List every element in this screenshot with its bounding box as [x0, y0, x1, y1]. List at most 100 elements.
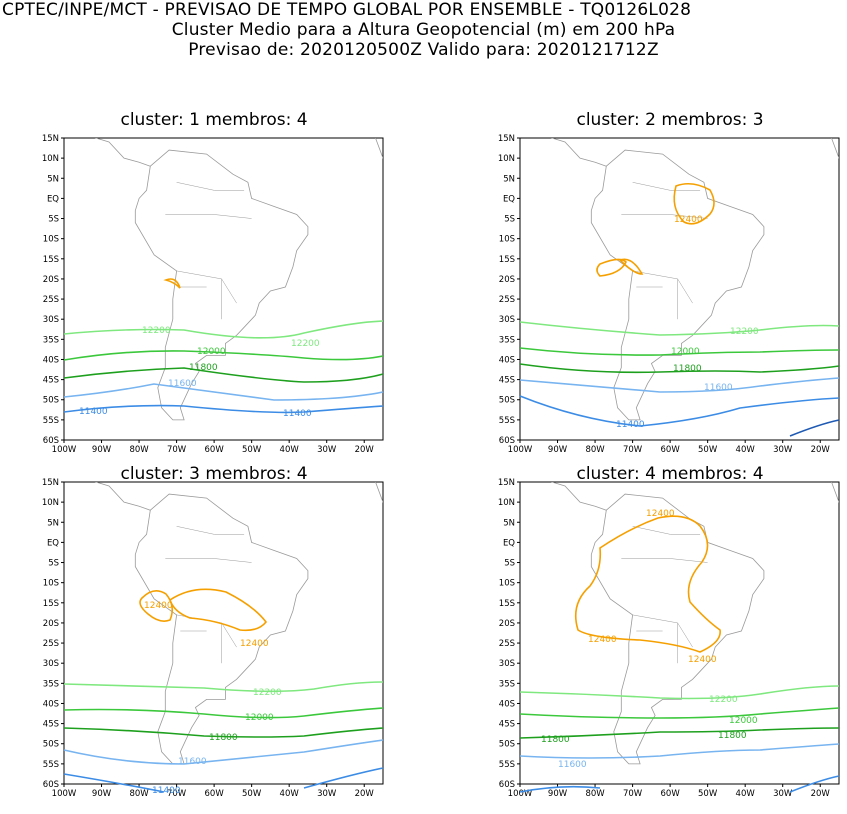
coastline — [550, 482, 607, 511]
lat-tick-label: 45S — [43, 376, 59, 386]
contour-12000 — [519, 347, 840, 356]
lon-tick-label: 80W — [129, 445, 149, 455]
contour-deep — [303, 767, 384, 789]
contour-label: 11800 — [718, 731, 747, 741]
lat-tick-label: 25S — [499, 295, 515, 305]
lat-tick-label: 5N — [503, 174, 515, 184]
contour-label: 11800 — [209, 733, 238, 743]
lat-tick-label: 5N — [503, 518, 515, 528]
contour-11600 — [519, 743, 840, 759]
lat-tick-label: 20S — [499, 275, 515, 285]
map-panel-1: 15N 10N 5N EQ 5S 10S 15S 20S 25S 30S 35S 40S 45S 50S 5… — [42, 134, 384, 455]
lat-tick-label: EQ — [47, 538, 59, 548]
contour-12000 — [63, 707, 384, 719]
contour-label: 12000 — [671, 347, 700, 357]
country-border — [176, 526, 245, 535]
country-border — [176, 182, 245, 191]
country-border — [621, 558, 708, 563]
map-panel-2: 15N 10N 5N EQ 5S 10S 15S 20S 25S 30S 35S 40S 45S 50S 5… — [498, 134, 840, 455]
lat-tick-label: 15S — [43, 255, 59, 265]
lat-tick-label: 10S — [43, 579, 59, 589]
lon-tick-label: 50W — [242, 445, 262, 455]
lon-tick-label: 70W — [167, 445, 187, 455]
contour-12200 — [63, 681, 384, 693]
contour-12400 — [618, 258, 644, 275]
lat-tick-label: 5N — [47, 518, 59, 528]
contour-label: 12200 — [730, 327, 759, 337]
panel-title: cluster: 2 membros: 3 — [576, 110, 764, 130]
lon-tick-label: 40W — [280, 789, 300, 799]
contour-11400 — [519, 395, 840, 427]
contour-label: 12400 — [144, 601, 173, 611]
contour-deep — [789, 775, 840, 793]
lon-tick-label: 70W — [167, 789, 187, 799]
lat-tick-label: EQ — [47, 194, 59, 204]
lon-tick-label: 60W — [661, 789, 681, 799]
lat-tick-label: 25S — [43, 639, 59, 649]
map-frame — [519, 137, 840, 441]
lat-tick-label: 15N — [498, 134, 515, 144]
coastline — [550, 138, 607, 167]
contour-label: 12200 — [291, 339, 320, 349]
lat-tick-label: 10N — [498, 154, 515, 164]
lat-tick-label: 30S — [499, 659, 515, 669]
contour-11800 — [519, 727, 840, 739]
lat-tick-label: 45S — [499, 376, 515, 386]
contour-label: 11800 — [189, 363, 218, 373]
lat-tick-label: 60S — [499, 436, 515, 446]
coastline — [375, 138, 383, 159]
lat-tick-label: 55S — [499, 760, 515, 770]
lat-tick-label: EQ — [503, 194, 515, 204]
lat-tick-label: 45S — [499, 720, 515, 730]
lon-tick-label: 100W — [52, 789, 77, 799]
contour-11400 — [63, 404, 384, 414]
lat-tick-label: 15S — [499, 599, 515, 609]
coastline — [134, 493, 309, 765]
lat-tick-label: 15N — [42, 134, 59, 144]
lon-tick-label: 70W — [623, 789, 643, 799]
panel-title: cluster: 1 membros: 4 — [120, 110, 308, 130]
lat-tick-label: 5S — [48, 559, 59, 569]
lat-tick-label: 55S — [43, 416, 59, 426]
coastline — [590, 493, 765, 765]
coastline — [134, 149, 309, 421]
header-line-2: Cluster Medio para a Altura Geopotencial… — [171, 20, 676, 40]
lon-tick-label: 50W — [698, 445, 718, 455]
lat-tick-label: 10N — [498, 498, 515, 508]
lon-tick-label: 40W — [280, 445, 300, 455]
lon-tick-label: 50W — [242, 789, 262, 799]
lat-tick-label: 15N — [42, 478, 59, 488]
coastline — [831, 138, 839, 159]
header-line-3: Previsao de: 2020120500Z Valido para: 20… — [188, 40, 659, 60]
contour-label: 11600 — [558, 760, 587, 770]
coastline — [375, 482, 383, 503]
lat-tick-label: 30S — [43, 659, 59, 669]
country-border — [165, 214, 252, 219]
contour-12000 — [519, 707, 840, 719]
lon-tick-label: 40W — [736, 789, 756, 799]
panel-cluster-3: cluster: 3 membros: 4 15N 10N 5N EQ 5S 10S 15S… — [4, 464, 424, 814]
contour-12400 — [139, 590, 174, 622]
lon-tick-label: 20W — [811, 789, 831, 799]
contour-label: 12400 — [646, 509, 675, 519]
contour-label: 12000 — [729, 716, 758, 726]
lat-tick-label: 40S — [43, 355, 59, 365]
lat-tick-label: 35S — [43, 335, 59, 345]
lat-tick-label: 30S — [43, 315, 59, 325]
lon-tick-label: 70W — [623, 445, 643, 455]
coastline — [94, 482, 151, 511]
lon-tick-label: 100W — [508, 445, 533, 455]
lat-tick-label: 40S — [43, 699, 59, 709]
contour-label: 12400 — [688, 655, 717, 665]
figure-header: CPTEC/INPE/MCT - PREVISAO DE TEMPO GLOBA… — [0, 0, 847, 60]
lat-tick-label: 50S — [43, 740, 59, 750]
lat-tick-label: 50S — [43, 396, 59, 406]
lat-tick-label: 25S — [43, 295, 59, 305]
contour-label: 12400 — [240, 639, 269, 649]
contour-11600 — [63, 739, 384, 765]
panel-cluster-4: cluster: 4 membros: 4 15N 10N 5N EQ 5S 10S 15S… — [460, 464, 847, 814]
lat-tick-label: 10S — [499, 235, 515, 245]
lat-tick-label: 5S — [504, 559, 515, 569]
contour-11800 — [63, 727, 384, 738]
panel-title: cluster: 4 membros: 4 — [576, 464, 764, 484]
